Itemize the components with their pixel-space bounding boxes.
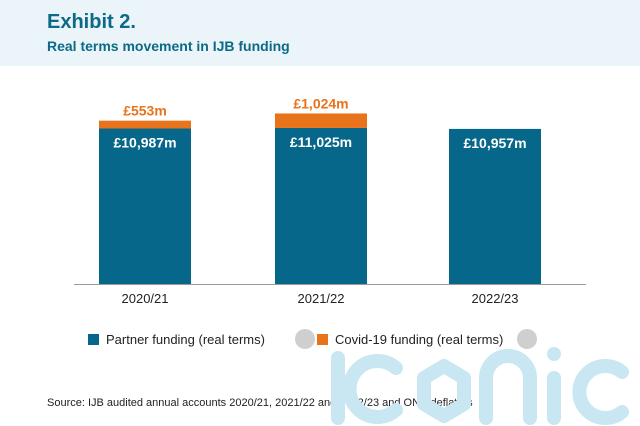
bar-covid-1 [275,113,367,128]
chart-title: Real terms movement in IJB funding [47,38,290,54]
data-label-partner-1: £11,025m [290,134,352,150]
watermark-logo [331,347,629,425]
data-label-partner-0: £10,987m [113,134,176,150]
bar-partner-0 [99,128,191,284]
data-label-partner-2: £10,957m [463,135,526,151]
legend-swatch-covid [316,333,328,345]
bar-partner-1 [275,127,367,284]
legend-swatch-partner [88,333,99,345]
legend: Partner funding (real terms) Covid-19 fu… [88,329,538,349]
bar-covid-0 [99,120,191,129]
source-note: Source: IJB audited annual accounts 2020… [47,397,473,409]
legend-item-partner: Partner funding (real terms) [88,332,265,347]
x-tick-label-2: 2022/23 [472,291,519,306]
data-label-covid-1: £1,024m [293,95,348,111]
data-label-covid-0: £553m [123,103,167,119]
x-tick-label-0: 2020/21 [122,291,169,306]
exhibit-label: Exhibit 2. [47,11,136,33]
header-band: Exhibit 2. Real terms movement in IJB fu… [0,0,640,66]
bar-partner-2 [449,128,541,284]
grey-circle-icon [294,329,315,349]
legend-label-covid: Covid-19 funding (real terms) [334,331,504,347]
legend-item-covid: Covid-19 funding (real terms) [316,331,504,347]
x-tick-label-1: 2021/22 [298,291,345,306]
legend-label-partner: Partner funding (real terms) [106,331,265,347]
grey-circle-icon [517,329,538,349]
